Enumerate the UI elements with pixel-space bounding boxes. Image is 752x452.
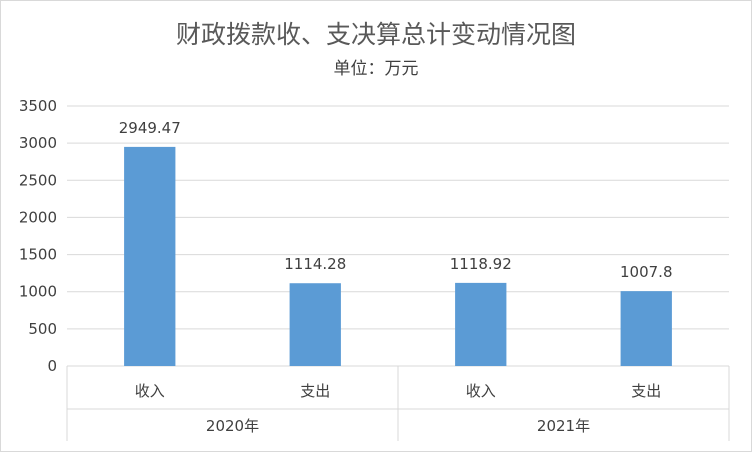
y-tick-label: 2500 bbox=[19, 171, 57, 189]
category-label: 收入 bbox=[135, 382, 165, 400]
data-label: 1118.92 bbox=[450, 255, 512, 273]
data-label: 1114.28 bbox=[284, 255, 346, 273]
y-tick-label: 3000 bbox=[19, 134, 57, 152]
y-tick-label: 2000 bbox=[19, 208, 57, 226]
chart-subtitle: 单位：万元 bbox=[333, 59, 419, 79]
y-tick-label: 3500 bbox=[19, 97, 57, 115]
group-label: 2021年 bbox=[537, 417, 590, 435]
y-tick-label: 500 bbox=[28, 320, 57, 338]
category-label: 支出 bbox=[631, 382, 661, 400]
bar bbox=[289, 283, 341, 366]
y-tick-label: 1000 bbox=[19, 283, 57, 301]
bar bbox=[455, 282, 507, 366]
bar bbox=[124, 146, 176, 366]
data-label: 2949.47 bbox=[119, 119, 181, 137]
group-label: 2020年 bbox=[206, 417, 259, 435]
category-label: 支出 bbox=[300, 382, 330, 400]
y-tick-label: 0 bbox=[47, 357, 57, 375]
category-label: 收入 bbox=[466, 382, 496, 400]
data-label: 1007.8 bbox=[620, 263, 673, 281]
chart-title: 财政拨款收、支决算总计变动情况图 bbox=[175, 20, 576, 49]
bar bbox=[620, 291, 672, 366]
y-tick-label: 1500 bbox=[19, 246, 57, 264]
